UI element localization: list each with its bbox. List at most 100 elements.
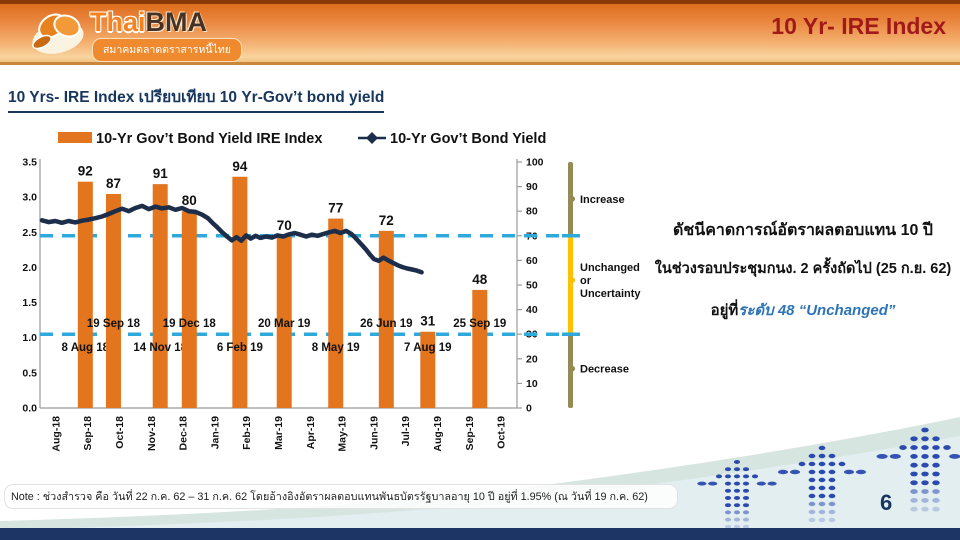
- x-axis-label: Feb-19: [241, 416, 253, 450]
- left-axis-tick-label: 0.0: [22, 403, 37, 415]
- indicator-zone-decrease: [568, 334, 573, 408]
- arrow-dot: [921, 453, 929, 459]
- arrow-dot: [742, 488, 750, 493]
- arrow-dot: [742, 517, 750, 522]
- arrow-dot: [921, 489, 929, 495]
- arrow-dot: [724, 524, 732, 529]
- right-axis-tick-label: 10: [526, 378, 538, 390]
- arrow-dot: [828, 461, 836, 467]
- arrow-dot: [733, 488, 741, 493]
- arrow-dot: [724, 517, 732, 522]
- annotation-line1: ดัชนีคาดการณ์อัตราผลตอบแทน 10 ปี: [673, 222, 933, 239]
- arrow-dot: [715, 474, 723, 479]
- arrow-dot: [876, 453, 888, 459]
- wave-decoration-front: [0, 436, 960, 540]
- indicator-label: Uncertainty: [580, 288, 641, 300]
- arrow-dot: [910, 471, 918, 477]
- x-axis-label: Jan-19: [209, 416, 221, 449]
- indicator-label: Unchanged: [580, 262, 640, 274]
- right-axis-tick-label: 90: [526, 181, 538, 193]
- arrow-dot: [932, 436, 940, 442]
- arrow-dot: [733, 503, 741, 508]
- arrow-dot: [818, 501, 826, 507]
- arrow-dot: [949, 453, 960, 459]
- annotation-block: ดัชนีคาดการณ์อัตราผลตอบแทน 10 ปี ในช่วงร…: [650, 218, 956, 322]
- ire-index-bar: [472, 289, 488, 408]
- arrow-dot: [818, 509, 826, 515]
- ire-index-bar: [105, 193, 121, 408]
- survey-date-label: 25 Sep 19: [453, 318, 506, 330]
- arrow-dot: [789, 469, 801, 475]
- arrow-dot: [808, 469, 816, 475]
- x-axis-label: Aug-18: [50, 416, 62, 452]
- arrow-dot: [733, 460, 741, 464]
- arrow-dot: [828, 501, 836, 507]
- arrow-dot: [724, 510, 732, 515]
- arrow-dot: [733, 517, 741, 522]
- x-axis-label: Mar-19: [273, 416, 285, 450]
- arrow-dot: [818, 485, 826, 491]
- header-banner: ThaiBMA สมาคมตลาดตราสารหนี้ไทย 10 Yr- IR…: [0, 0, 960, 65]
- survey-date-label: 7 Aug 19: [404, 342, 452, 354]
- ire-index-bar: [232, 176, 248, 408]
- arrow-dot: [818, 461, 826, 467]
- bar-value-label: 31: [420, 314, 436, 329]
- x-axis-label: Sep-19: [464, 416, 476, 451]
- left-axis-tick-label: 2.5: [22, 227, 37, 239]
- brand-bma: BMA: [145, 7, 208, 37]
- arrow-dot: [733, 496, 741, 500]
- arrow-dot: [828, 453, 836, 459]
- arrow-dot: [828, 493, 836, 499]
- arrow-dot: [808, 453, 816, 459]
- legend-line-marker: [366, 132, 378, 144]
- legend-bar-swatch: [58, 132, 92, 143]
- arrow-dot: [742, 524, 750, 529]
- arrow-dot: [733, 474, 741, 479]
- arrow-dot: [742, 503, 750, 508]
- arrow-dot: [855, 469, 867, 475]
- ire-index-bar: [378, 230, 394, 408]
- arrow-dot: [742, 496, 750, 500]
- arrow-dot: [921, 462, 929, 468]
- ire-index-bar: [328, 218, 344, 408]
- bar-value-label: 70: [277, 218, 292, 233]
- note-box: Note : ช่วงสำรวจ คือ วันที่ 22 ก.ค. 62 –…: [4, 484, 678, 509]
- dot-arrow-decoration: [697, 460, 777, 529]
- arrow-dot: [742, 481, 750, 486]
- arrow-dot: [808, 461, 816, 467]
- arrow-dot: [751, 474, 759, 479]
- indicator-label: Increase: [580, 194, 625, 206]
- thaibma-logo: ThaiBMA สมาคมตลาดตราสารหนี้ไทย: [30, 5, 280, 62]
- arrow-dot: [828, 509, 836, 515]
- indicator-label: Decrease: [580, 364, 629, 376]
- annotation-line3-blue: ระดับ 48 “Unchanged”: [738, 302, 896, 319]
- x-axis-label: Nov-18: [146, 416, 158, 451]
- arrow-dot: [724, 488, 732, 493]
- arrow-dot: [724, 474, 732, 479]
- bar-value-label: 72: [379, 213, 394, 228]
- left-axis-tick-label: 3.0: [22, 192, 37, 204]
- arrow-dot: [932, 489, 940, 495]
- indicator-label: or: [580, 275, 592, 287]
- brand-thai: Thai: [90, 7, 146, 37]
- arrow-dot: [921, 436, 929, 442]
- arrow-dot: [818, 469, 826, 475]
- survey-date-label: 14 Nov 18: [133, 342, 187, 354]
- arrow-dot: [798, 461, 806, 467]
- x-axis-label: Jul-19: [400, 416, 412, 447]
- arrow-dot: [818, 445, 826, 451]
- chart-subtitle: 10 Yrs- IRE Index เปรียบเทียบ 10 Yr-Gov’…: [8, 84, 385, 113]
- x-axis-label: Apr-19: [305, 416, 317, 449]
- arrow-dot: [724, 467, 732, 472]
- bottom-bar: [0, 528, 960, 540]
- arrow-dot: [742, 467, 750, 472]
- arrow-dot: [733, 510, 741, 515]
- left-axis-tick-label: 3.5: [22, 157, 37, 169]
- right-axis-tick-label: 0: [526, 403, 532, 415]
- arrow-dot: [818, 453, 826, 459]
- annotation-line3: อยู่ที่ระดับ 48 “Unchanged”: [650, 298, 956, 322]
- arrow-dot: [921, 445, 929, 451]
- ire-index-bar: [276, 235, 292, 408]
- x-axis-label: Dec-18: [178, 416, 190, 451]
- page-number: 6: [880, 490, 893, 515]
